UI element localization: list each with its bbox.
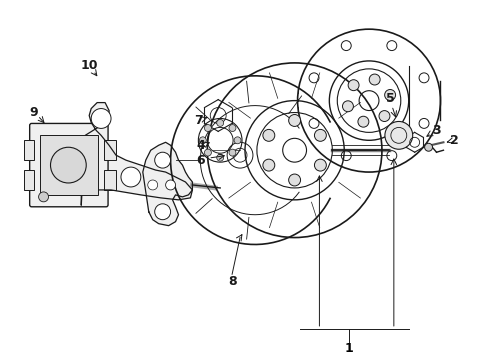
Bar (104, 170, 116, 190)
Text: 9: 9 (29, 106, 38, 119)
Text: 5: 5 (387, 92, 395, 105)
Circle shape (425, 143, 433, 151)
Circle shape (148, 180, 158, 190)
Circle shape (217, 154, 223, 161)
Circle shape (315, 129, 326, 141)
Circle shape (121, 167, 141, 187)
Text: 3: 3 (432, 124, 441, 137)
Text: 2: 2 (450, 134, 459, 147)
Bar (24, 170, 34, 190)
Circle shape (358, 116, 369, 127)
Circle shape (263, 159, 275, 171)
Circle shape (229, 125, 236, 131)
Bar (104, 140, 116, 160)
Circle shape (348, 80, 359, 91)
Polygon shape (143, 142, 193, 226)
Text: 7: 7 (194, 114, 203, 127)
Circle shape (50, 147, 86, 183)
Circle shape (229, 149, 236, 156)
Circle shape (204, 149, 211, 156)
Circle shape (234, 137, 241, 144)
Text: 4: 4 (196, 139, 205, 152)
Circle shape (217, 120, 223, 126)
Circle shape (263, 129, 275, 141)
Circle shape (91, 109, 111, 129)
Bar (40, 135, 98, 195)
Text: 1: 1 (345, 342, 354, 355)
Circle shape (343, 101, 353, 112)
Circle shape (385, 121, 413, 149)
Circle shape (289, 114, 300, 126)
Circle shape (155, 204, 171, 220)
FancyBboxPatch shape (30, 123, 108, 207)
Circle shape (199, 137, 206, 144)
Polygon shape (81, 103, 193, 205)
Text: 10: 10 (80, 59, 98, 72)
Bar (24, 140, 34, 160)
Circle shape (166, 180, 175, 190)
Circle shape (204, 125, 211, 131)
Circle shape (39, 192, 49, 202)
Text: 6: 6 (196, 154, 205, 167)
Circle shape (385, 90, 395, 100)
Circle shape (155, 152, 171, 168)
Circle shape (289, 174, 300, 186)
Circle shape (315, 159, 326, 171)
Text: 8: 8 (228, 275, 236, 288)
Circle shape (369, 74, 380, 85)
Circle shape (379, 111, 390, 122)
